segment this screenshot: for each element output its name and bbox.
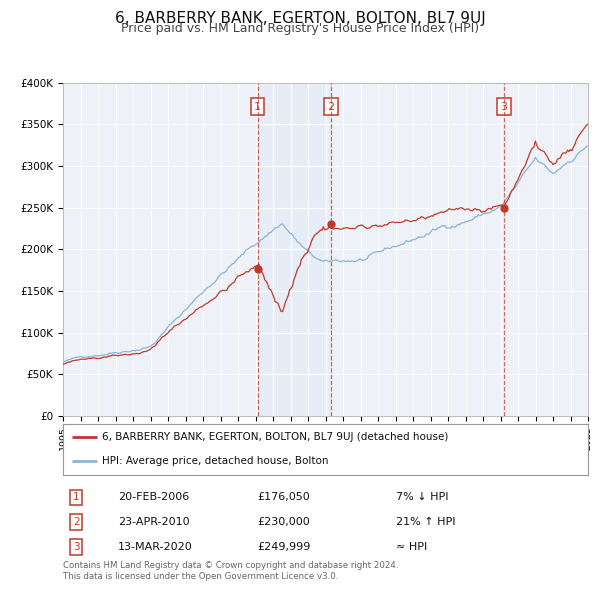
Text: £176,050: £176,050 bbox=[257, 492, 310, 502]
Text: 23-APR-2010: 23-APR-2010 bbox=[118, 517, 190, 527]
Text: 20-FEB-2006: 20-FEB-2006 bbox=[118, 492, 190, 502]
Text: 7% ↓ HPI: 7% ↓ HPI bbox=[397, 492, 449, 502]
Text: 2: 2 bbox=[328, 101, 334, 112]
Text: £230,000: £230,000 bbox=[257, 517, 310, 527]
Text: 3: 3 bbox=[73, 542, 79, 552]
Text: Contains HM Land Registry data © Crown copyright and database right 2024.
This d: Contains HM Land Registry data © Crown c… bbox=[63, 560, 398, 581]
Text: 13-MAR-2020: 13-MAR-2020 bbox=[118, 542, 193, 552]
Text: Price paid vs. HM Land Registry's House Price Index (HPI): Price paid vs. HM Land Registry's House … bbox=[121, 22, 479, 35]
Text: 6, BARBERRY BANK, EGERTON, BOLTON, BL7 9UJ: 6, BARBERRY BANK, EGERTON, BOLTON, BL7 9… bbox=[115, 11, 485, 25]
Text: £249,999: £249,999 bbox=[257, 542, 311, 552]
Text: 6, BARBERRY BANK, EGERTON, BOLTON, BL7 9UJ (detached house): 6, BARBERRY BANK, EGERTON, BOLTON, BL7 9… bbox=[103, 432, 449, 442]
Text: 21% ↑ HPI: 21% ↑ HPI bbox=[397, 517, 456, 527]
Text: 3: 3 bbox=[500, 101, 508, 112]
Text: HPI: Average price, detached house, Bolton: HPI: Average price, detached house, Bolt… bbox=[103, 456, 329, 466]
Text: 1: 1 bbox=[73, 492, 79, 502]
Text: 2: 2 bbox=[73, 517, 79, 527]
Text: 1: 1 bbox=[254, 101, 261, 112]
Bar bbox=[258, 83, 331, 416]
Text: ≈ HPI: ≈ HPI bbox=[397, 542, 428, 552]
